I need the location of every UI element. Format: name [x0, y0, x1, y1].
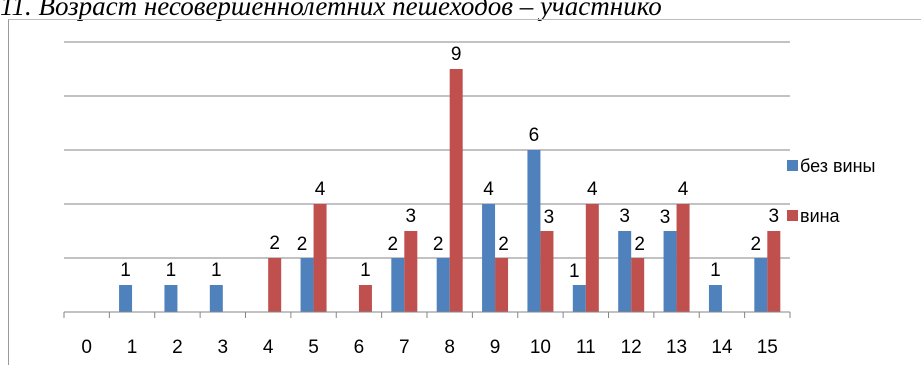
x-tick-label: 8	[444, 337, 455, 358]
legend-label: без вины	[800, 156, 875, 176]
x-tick-label: 3	[218, 337, 229, 358]
x-axis: 0 1 2 3 4 5 6 7 8 9 10 11 12 13 14 15	[63, 311, 791, 358]
x-tick-label: 5	[308, 337, 319, 358]
bar-vina	[676, 204, 690, 312]
x-tick-label: 4	[263, 337, 274, 358]
data-label: 1	[211, 260, 222, 281]
chart-caption: 11. Возраст несовершеннолетних пешеходов…	[0, 0, 662, 21]
bars	[119, 69, 781, 312]
bar-bez-viny	[391, 258, 405, 312]
x-tick-label: 1	[127, 337, 138, 358]
data-label: 3	[544, 207, 555, 228]
x-tick-label: 9	[490, 337, 501, 358]
bar-bez-viny	[618, 231, 632, 312]
x-tick-label: 11	[576, 337, 596, 358]
data-label: 2	[297, 234, 308, 255]
bar-vina	[404, 231, 418, 312]
bar-vina	[540, 231, 554, 312]
x-tick-label: 10	[530, 337, 551, 358]
bar-bez-viny	[663, 231, 677, 312]
data-label: 3	[660, 207, 671, 228]
data-label: 1	[120, 260, 131, 281]
data-label: 3	[406, 206, 417, 227]
bar-bez-viny	[527, 150, 541, 312]
bar-vina	[585, 204, 599, 312]
data-label: 3	[769, 206, 780, 227]
bar-vina	[268, 258, 282, 312]
legend-swatch	[787, 210, 798, 221]
data-label: 1	[569, 261, 580, 282]
data-label: 3	[619, 206, 630, 227]
x-tick-label: 12	[621, 337, 642, 358]
data-label: 9	[451, 44, 462, 65]
x-tick-label: 15	[757, 337, 778, 358]
data-label: 1	[360, 260, 371, 281]
bar-bez-viny	[436, 258, 450, 312]
bar-bez-viny	[482, 204, 496, 312]
legend-swatch	[787, 160, 798, 171]
legend: без вины вина	[787, 156, 875, 226]
data-label: 4	[315, 179, 326, 200]
bar-bez-viny	[164, 285, 178, 312]
data-label: 2	[433, 234, 444, 255]
x-tick-label: 6	[354, 337, 365, 358]
x-tick-label: 2	[172, 337, 183, 358]
data-label: 2	[498, 234, 509, 255]
data-label: 2	[388, 234, 399, 255]
data-label: 4	[587, 179, 598, 200]
bar-vina	[767, 231, 781, 312]
bar-vina	[313, 204, 327, 312]
data-label: 6	[529, 125, 540, 146]
bar-bez-viny	[708, 285, 722, 312]
bar-vina	[495, 258, 509, 312]
bar-vina	[358, 285, 372, 312]
bar-bez-viny	[209, 285, 223, 312]
bar-vina	[449, 69, 463, 312]
data-label: 2	[634, 234, 645, 255]
bar-bez-viny	[572, 285, 586, 312]
bar-bez-viny	[754, 258, 768, 312]
data-label: 4	[483, 179, 494, 200]
bar-bez-viny	[300, 258, 314, 312]
bar-vina	[631, 258, 645, 312]
data-label: 1	[166, 260, 177, 281]
x-tick-label: 7	[399, 337, 410, 358]
legend-label: вина	[800, 206, 841, 226]
data-label: 1	[710, 260, 721, 281]
x-tick-label: 14	[711, 337, 733, 358]
x-tick-label: 0	[81, 337, 92, 358]
data-label: 2	[751, 234, 762, 255]
chart-frame	[8, 19, 921, 365]
x-tick-label: 13	[666, 337, 687, 358]
data-label: 4	[678, 179, 689, 200]
data-label: 2	[269, 233, 280, 254]
bar-bez-viny	[119, 285, 133, 312]
